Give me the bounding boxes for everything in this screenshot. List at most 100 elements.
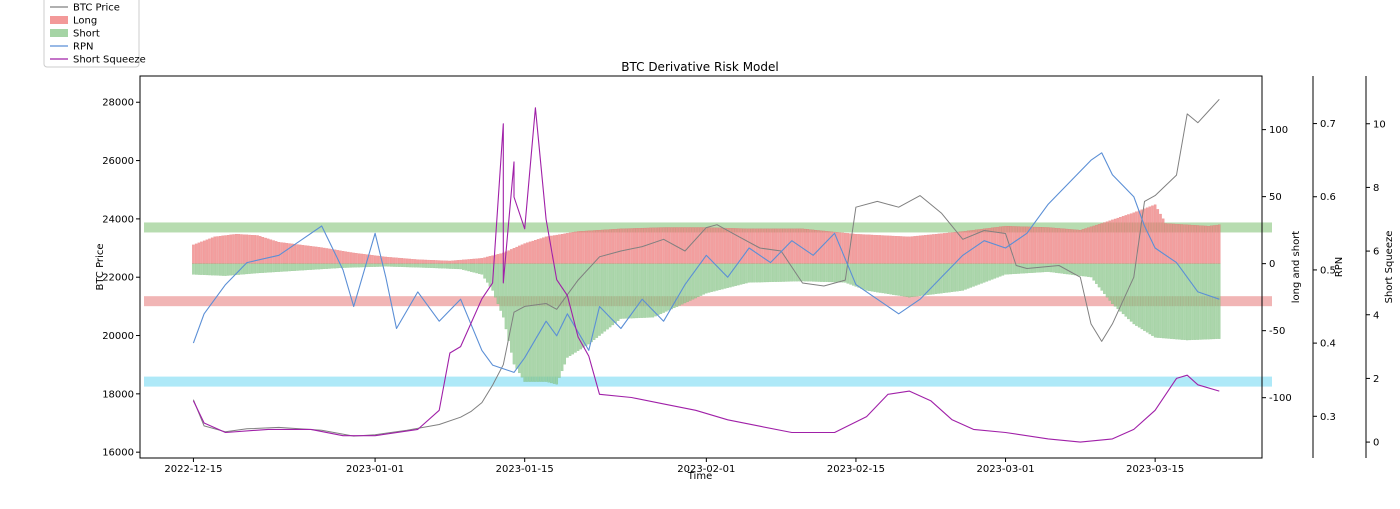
x-tick-label-6: 2023-03-15: [1126, 464, 1184, 475]
long-bar-61: [355, 253, 358, 264]
long-bar-64: [363, 254, 366, 264]
short-bar-182: [678, 263, 681, 306]
short-bar-214: [763, 263, 767, 283]
long-bar-223: [787, 228, 791, 264]
short-bar-162: [624, 263, 628, 319]
short-bar-356: [1143, 263, 1146, 331]
short-bar-380: [1207, 263, 1210, 340]
long-bar-160: [619, 228, 623, 264]
long-bar-148: [587, 230, 591, 264]
long-bar-316: [1036, 226, 1039, 264]
short-bar-20: [245, 263, 249, 275]
long-bar-91: [435, 260, 438, 264]
long-bar-120: [512, 248, 516, 264]
btc-price-line: [192, 98, 1220, 437]
long-bar-167: [638, 228, 641, 264]
short-bar-288: [961, 263, 965, 291]
short-bar-271: [916, 263, 919, 297]
short-bar-285: [953, 263, 957, 292]
long-bar-159: [616, 228, 620, 264]
short-bar-67: [371, 263, 374, 267]
short-bar-92: [437, 263, 441, 269]
long-bar-356: [1143, 208, 1146, 264]
long_short-tick-label-4: 100: [1269, 125, 1288, 136]
short-bar-88: [427, 263, 430, 268]
long_short-tick-label-0: -100: [1269, 393, 1292, 404]
short-bar-252: [865, 263, 868, 291]
short-bar-57: [344, 263, 347, 268]
long-bar-132: [544, 236, 548, 264]
squeeze-tick-label-3: 6: [1373, 247, 1379, 258]
short-bar-44: [309, 263, 313, 270]
long-bar-230: [806, 229, 810, 264]
long-bar-98: [453, 260, 457, 264]
short-bar-305: [1006, 263, 1010, 275]
long-bar-370: [1180, 224, 1184, 264]
short-bar-159: [616, 263, 620, 321]
short-bar-274: [924, 263, 927, 296]
long-bar-233: [814, 229, 818, 264]
short-bar-143: [574, 263, 577, 353]
short-bar-242: [838, 263, 842, 283]
long-bar-276: [929, 234, 932, 264]
long-bar-303: [1001, 226, 1005, 264]
long-bar-348: [1121, 216, 1125, 264]
long-bar-380: [1207, 225, 1210, 264]
long-bar-121: [515, 246, 518, 264]
long-bar-296: [982, 228, 986, 264]
long-bar-237: [825, 231, 828, 264]
short-bar-376: [1196, 263, 1200, 340]
x-tick-label-1: 2023-01-01: [346, 464, 404, 475]
short-bar-7: [210, 263, 214, 276]
long-bar-105: [472, 258, 476, 264]
long-bar-315: [1033, 226, 1037, 264]
short-bar-119: [510, 263, 513, 353]
long-bar-122: [518, 245, 521, 264]
long-bar-318: [1041, 227, 1045, 264]
long-bar-286: [956, 231, 959, 264]
rpn-line: [192, 152, 1220, 373]
long-bar-342: [1105, 221, 1109, 264]
short-bar-283: [948, 263, 951, 293]
long-bar-277: [932, 234, 935, 264]
long-bar-319: [1044, 227, 1047, 264]
long-bar-346: [1116, 217, 1119, 264]
short-bar-102: [464, 263, 468, 271]
long-bar-226: [795, 228, 799, 264]
long-bar-66: [368, 254, 371, 264]
short-bar-84: [416, 263, 420, 268]
long-bar-178: [667, 227, 671, 264]
short-bar-333: [1081, 263, 1085, 277]
short-bar-176: [662, 263, 665, 313]
long-bar-30: [272, 240, 275, 264]
short-bar-36: [288, 263, 291, 272]
short-bar-40: [299, 263, 302, 271]
long-bar-179: [670, 227, 673, 264]
short-bar-89: [429, 263, 433, 268]
price-tick-label-5: 26000: [102, 156, 134, 167]
short-bar-233: [814, 263, 818, 282]
short-bar-125: [526, 263, 529, 382]
long-bar-299: [990, 227, 994, 264]
short-bar-320: [1047, 263, 1050, 272]
long-bar-47: [317, 247, 321, 264]
long-bar-199: [723, 227, 727, 264]
long-bar-28: [266, 238, 270, 264]
long-bar-18: [240, 234, 243, 264]
long-bar-364: [1164, 223, 1168, 264]
short-bar-342: [1105, 263, 1109, 298]
short-bar-384: [1218, 263, 1221, 339]
long-bar-149: [590, 230, 593, 264]
long-bar-314: [1031, 226, 1034, 264]
short-bar-204: [737, 263, 740, 286]
short-bar-66: [368, 263, 371, 267]
long-bar-279: [937, 233, 941, 264]
long-bar-176: [662, 227, 665, 264]
short-bar-198: [721, 263, 724, 290]
long-bar-73: [387, 257, 390, 264]
short-bar-163: [627, 263, 631, 319]
short-bar-164: [630, 263, 633, 319]
short-bar-332: [1079, 263, 1082, 276]
long-bar-107: [478, 258, 481, 264]
long-bar-220: [779, 228, 783, 264]
